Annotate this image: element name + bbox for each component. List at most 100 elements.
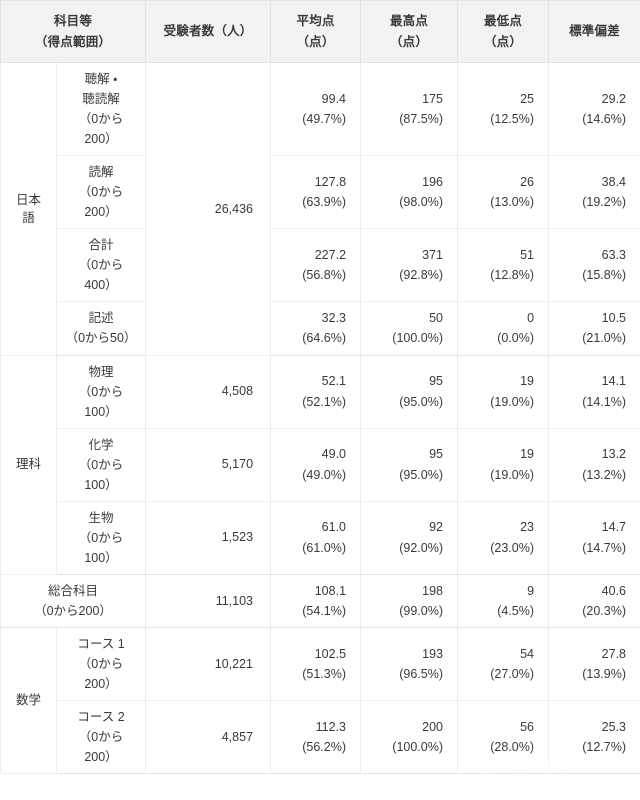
subject-cell: 合計 （0から 400） <box>55 228 147 302</box>
standard-deviation-cell: 27.8 (13.9%) <box>548 627 640 701</box>
average-score-percent: (49.7%) <box>302 112 347 126</box>
average-score-cell: 49.0 (49.0%) <box>270 428 362 502</box>
subject-line: 記述 <box>88 311 114 326</box>
max-score-percent: (96.5%) <box>399 667 444 681</box>
max-score-percent: (87.5%) <box>399 112 444 126</box>
standard-deviation-percent: (12.7%) <box>582 740 627 754</box>
min-score-percent: (4.5%) <box>497 603 535 618</box>
subject-group-line: 日本 <box>15 192 41 207</box>
subject-line: （0から <box>78 185 124 199</box>
table-header: 科目等 （得点範囲） 受験者数（人） 平均点 （点） 最高点 （点） 最低点 （点） 標準偏差 <box>0 0 640 63</box>
column-header-average-score: 平均点 （点） <box>270 0 362 63</box>
subject-line: 合計 <box>88 238 114 252</box>
column-header-line: （点） <box>483 34 523 49</box>
min-score-value: 26 <box>520 174 535 189</box>
column-header-min-score: 最低点 （点） <box>457 0 550 63</box>
max-score-percent: (100.0%) <box>392 740 444 754</box>
column-header-line: （点） <box>389 34 429 49</box>
examinee-count-cell: 4,857 <box>145 700 272 774</box>
table-row: 化学 （0から 100） 5,170 49.0 (49.0%) 95 (95.0%) 19 (19… <box>1 428 640 502</box>
subject-line: （0から50） <box>65 331 137 346</box>
column-header-line: 標準偏差 <box>569 24 620 39</box>
min-score-value: 0 <box>527 311 535 325</box>
table-row: 合計 （0から 400） 227.2 (56.8%) 371 (92.8%) 51 (12.8%… <box>1 228 640 302</box>
max-score-percent: (92.0%) <box>399 540 444 555</box>
column-header-line: （点） <box>296 34 335 49</box>
score-statistics-table: 科目等 （得点範囲） 受験者数（人） 平均点 （点） 最高点 （点） 最低点 （点） 標準偏差 日… <box>0 0 640 774</box>
subject-line: （0から200） <box>34 603 112 618</box>
min-score-value: 9 <box>527 583 535 598</box>
average-score-percent: (54.1%) <box>302 603 347 618</box>
average-score-value: 227.2 <box>314 247 347 262</box>
subject-group-cell: 理科 <box>0 354 57 575</box>
subject-label: 物理 （0から 100） <box>61 362 141 422</box>
standard-deviation-cell: 38.4 (19.2%) <box>548 155 640 229</box>
column-header-line: 受験者数（人） <box>163 24 253 39</box>
average-score-value: 49.0 <box>321 447 347 462</box>
average-score-cell: 52.1 (52.1%) <box>270 354 362 429</box>
average-score-cell: 61.0 (61.0%) <box>270 501 362 575</box>
standard-deviation-value: 13.2 <box>601 447 627 462</box>
average-score-percent: (56.8%) <box>302 268 347 282</box>
max-score-cell: 92 (92.0%) <box>360 501 459 575</box>
subject-line: 物理 <box>88 364 114 379</box>
subject-line: 200） <box>84 750 118 764</box>
max-score-value: 193 <box>422 646 444 661</box>
subject-group-label: 理科 <box>3 455 54 473</box>
average-score-value: 112.3 <box>315 719 347 734</box>
column-header-standard-deviation: 標準偏差 <box>548 0 640 63</box>
max-score-value: 95 <box>429 374 444 389</box>
min-score-cell: 19 (19.0%) <box>457 354 550 429</box>
column-header-line: 科目等 <box>53 13 93 28</box>
average-score-percent: (63.9%) <box>302 195 347 209</box>
subject-line: （0から <box>78 112 124 126</box>
table-body: 日本語聴解 ・聴読解 （0から 200） 26,436 99.4 (49.7%) 175 (8… <box>0 62 640 774</box>
subject-line: 200） <box>84 205 118 219</box>
max-score-cell: 371 (92.8%) <box>360 228 459 302</box>
subject-group-label: 日本語 <box>3 191 54 227</box>
standard-deviation-value: 27.8 <box>601 646 627 661</box>
average-score-cell: 99.4 (49.7%) <box>270 62 362 156</box>
subject-cell: 生物 （0から 100） <box>55 501 147 575</box>
standard-deviation-percent: (14.7%) <box>582 540 627 555</box>
min-score-cell: 26 (13.0%) <box>457 155 550 229</box>
table-row: コース 2 （0から 200） 4,857 112.3 (56.2%) 200 (100.0%… <box>1 700 640 774</box>
max-score-cell: 175 (87.5%) <box>360 62 459 156</box>
column-header-line: （得点範囲） <box>34 34 112 49</box>
min-score-percent: (12.5%) <box>490 112 535 126</box>
subject-group-label: 数学 <box>3 691 54 709</box>
standard-deviation-cell: 13.2 (13.2%) <box>548 428 640 502</box>
header-row: 科目等 （得点範囲） 受験者数（人） 平均点 （点） 最高点 （点） 最低点 （点） 標準偏差 <box>0 0 640 63</box>
subject-line: コース 1 <box>77 637 125 651</box>
min-score-percent: (12.8%) <box>490 268 535 282</box>
max-score-cell: 196 (98.0%) <box>360 155 459 229</box>
standard-deviation-value: 14.7 <box>601 520 627 535</box>
min-score-percent: (0.0%) <box>497 331 535 346</box>
max-score-percent: (98.0%) <box>399 195 444 209</box>
subject-group-line: 理科 <box>15 457 41 472</box>
max-score-percent: (100.0%) <box>392 331 444 346</box>
examinee-count-cell: 4,508 <box>145 354 272 429</box>
subject-cell: 聴解 ・聴読解 （0から 200） <box>55 62 147 156</box>
min-score-percent: (19.0%) <box>490 394 535 409</box>
min-score-cell: 9 (4.5%) <box>457 573 550 628</box>
subject-line: 総合科目 <box>48 583 99 598</box>
subject-line: 読解 <box>88 165 114 179</box>
subject-cell: 化学 （0から 100） <box>55 428 147 502</box>
standard-deviation-cell: 25.3 (12.7%) <box>548 700 640 774</box>
standard-deviation-percent: (13.9%) <box>582 667 627 681</box>
subject-label: コース 1 （0から 200） <box>61 634 141 694</box>
average-score-cell: 32.3 (64.6%) <box>270 301 362 356</box>
average-score-value: 52.1 <box>321 374 347 389</box>
standard-deviation-percent: (20.3%) <box>582 603 627 618</box>
average-score-percent: (64.6%) <box>302 331 347 346</box>
table-row: 理科 物理 （0から 100） 4,508 52.1 (52.1%) 95 (95.0%) 19 (… <box>0 354 640 575</box>
max-score-value: 175 <box>422 91 444 106</box>
subject-line: 200） <box>84 677 118 691</box>
standard-deviation-value: 14.1 <box>601 374 627 389</box>
max-score-cell: 193 (96.5%) <box>360 627 459 701</box>
max-score-value: 371 <box>422 247 444 262</box>
min-score-value: 23 <box>520 520 535 535</box>
examinee-count-cell: 10,221 <box>145 627 272 701</box>
